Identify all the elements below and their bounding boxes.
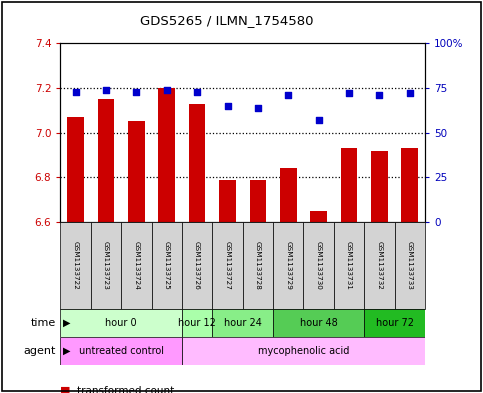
Bar bbox=[67, 117, 84, 222]
Bar bbox=[219, 180, 236, 222]
Text: ▶: ▶ bbox=[63, 318, 71, 328]
Text: GSM1133730: GSM1133730 bbox=[316, 241, 322, 290]
Bar bbox=[273, 309, 364, 337]
Text: GSM1133727: GSM1133727 bbox=[225, 241, 230, 290]
Bar bbox=[91, 222, 121, 309]
Bar bbox=[213, 309, 273, 337]
Text: transformed count: transformed count bbox=[77, 386, 174, 393]
Bar bbox=[189, 104, 205, 222]
Bar bbox=[60, 222, 91, 309]
Bar bbox=[401, 148, 418, 222]
Bar bbox=[60, 337, 182, 365]
Bar bbox=[310, 211, 327, 222]
Bar bbox=[303, 222, 334, 309]
Text: GSM1133723: GSM1133723 bbox=[103, 241, 109, 290]
Text: GSM1133733: GSM1133733 bbox=[407, 241, 413, 290]
Bar bbox=[364, 222, 395, 309]
Text: hour 72: hour 72 bbox=[376, 318, 413, 328]
Bar bbox=[250, 180, 266, 222]
Point bbox=[284, 92, 292, 98]
Text: GSM1133731: GSM1133731 bbox=[346, 241, 352, 290]
Bar bbox=[280, 169, 297, 222]
Text: GSM1133725: GSM1133725 bbox=[164, 241, 170, 290]
Bar bbox=[213, 222, 243, 309]
Point bbox=[254, 105, 262, 111]
Point bbox=[102, 86, 110, 93]
Bar bbox=[158, 88, 175, 222]
Bar bbox=[334, 222, 364, 309]
Bar bbox=[98, 99, 114, 222]
Text: agent: agent bbox=[23, 346, 56, 356]
Text: GDS5265 / ILMN_1754580: GDS5265 / ILMN_1754580 bbox=[140, 14, 314, 27]
Text: GSM1133722: GSM1133722 bbox=[72, 241, 79, 290]
Bar bbox=[395, 222, 425, 309]
Text: hour 12: hour 12 bbox=[178, 318, 216, 328]
Bar bbox=[60, 309, 182, 337]
Bar bbox=[182, 222, 213, 309]
Bar bbox=[273, 222, 303, 309]
Point bbox=[224, 103, 231, 109]
Text: GSM1133726: GSM1133726 bbox=[194, 241, 200, 290]
Bar bbox=[152, 222, 182, 309]
Point bbox=[132, 88, 140, 95]
Bar bbox=[371, 151, 388, 222]
Bar bbox=[121, 222, 152, 309]
Point bbox=[345, 90, 353, 96]
Point bbox=[163, 86, 170, 93]
Text: ■: ■ bbox=[60, 386, 71, 393]
Bar bbox=[364, 309, 425, 337]
Text: GSM1133732: GSM1133732 bbox=[376, 241, 383, 290]
Text: GSM1133729: GSM1133729 bbox=[285, 241, 291, 290]
Point bbox=[376, 92, 384, 98]
Bar bbox=[128, 121, 145, 222]
Text: hour 48: hour 48 bbox=[300, 318, 338, 328]
Bar bbox=[243, 222, 273, 309]
Text: GSM1133728: GSM1133728 bbox=[255, 241, 261, 290]
Text: mycophenolic acid: mycophenolic acid bbox=[258, 346, 349, 356]
Text: hour 0: hour 0 bbox=[105, 318, 137, 328]
Bar bbox=[182, 337, 425, 365]
Text: untreated control: untreated control bbox=[79, 346, 164, 356]
Point bbox=[71, 88, 79, 95]
Bar bbox=[341, 148, 357, 222]
Text: ▶: ▶ bbox=[63, 346, 71, 356]
Point bbox=[315, 117, 323, 123]
Bar bbox=[182, 309, 213, 337]
Text: time: time bbox=[30, 318, 56, 328]
Point bbox=[193, 88, 201, 95]
Point bbox=[406, 90, 414, 96]
Text: hour 24: hour 24 bbox=[224, 318, 262, 328]
Text: GSM1133724: GSM1133724 bbox=[133, 241, 140, 290]
